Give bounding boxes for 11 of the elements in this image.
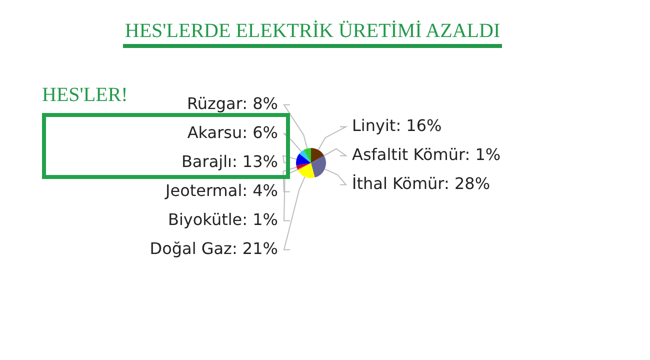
text: HES'LER! (42, 84, 128, 107)
slice-label: Asfaltit Kömür: 1% (352, 144, 501, 164)
slice-label: Biyokütle: 1% (168, 210, 278, 229)
slice-label: Rüzgar: 8% (186, 94, 278, 113)
slice-label: Doğal Gaz: 21% (150, 238, 278, 258)
slice-label: Jeotermal: 4% (164, 180, 278, 200)
slice-label: İthal Kömür: 28% (352, 174, 490, 193)
slice-label: Barajlı: 13% (181, 152, 278, 171)
slice-label: Linyit: 16% (352, 116, 442, 135)
slice-label: Akarsu: 6% (187, 122, 278, 142)
chart-title: HES'LERDE ELEKTRİK ÜRETİMİ AZALDI (122, 20, 502, 48)
